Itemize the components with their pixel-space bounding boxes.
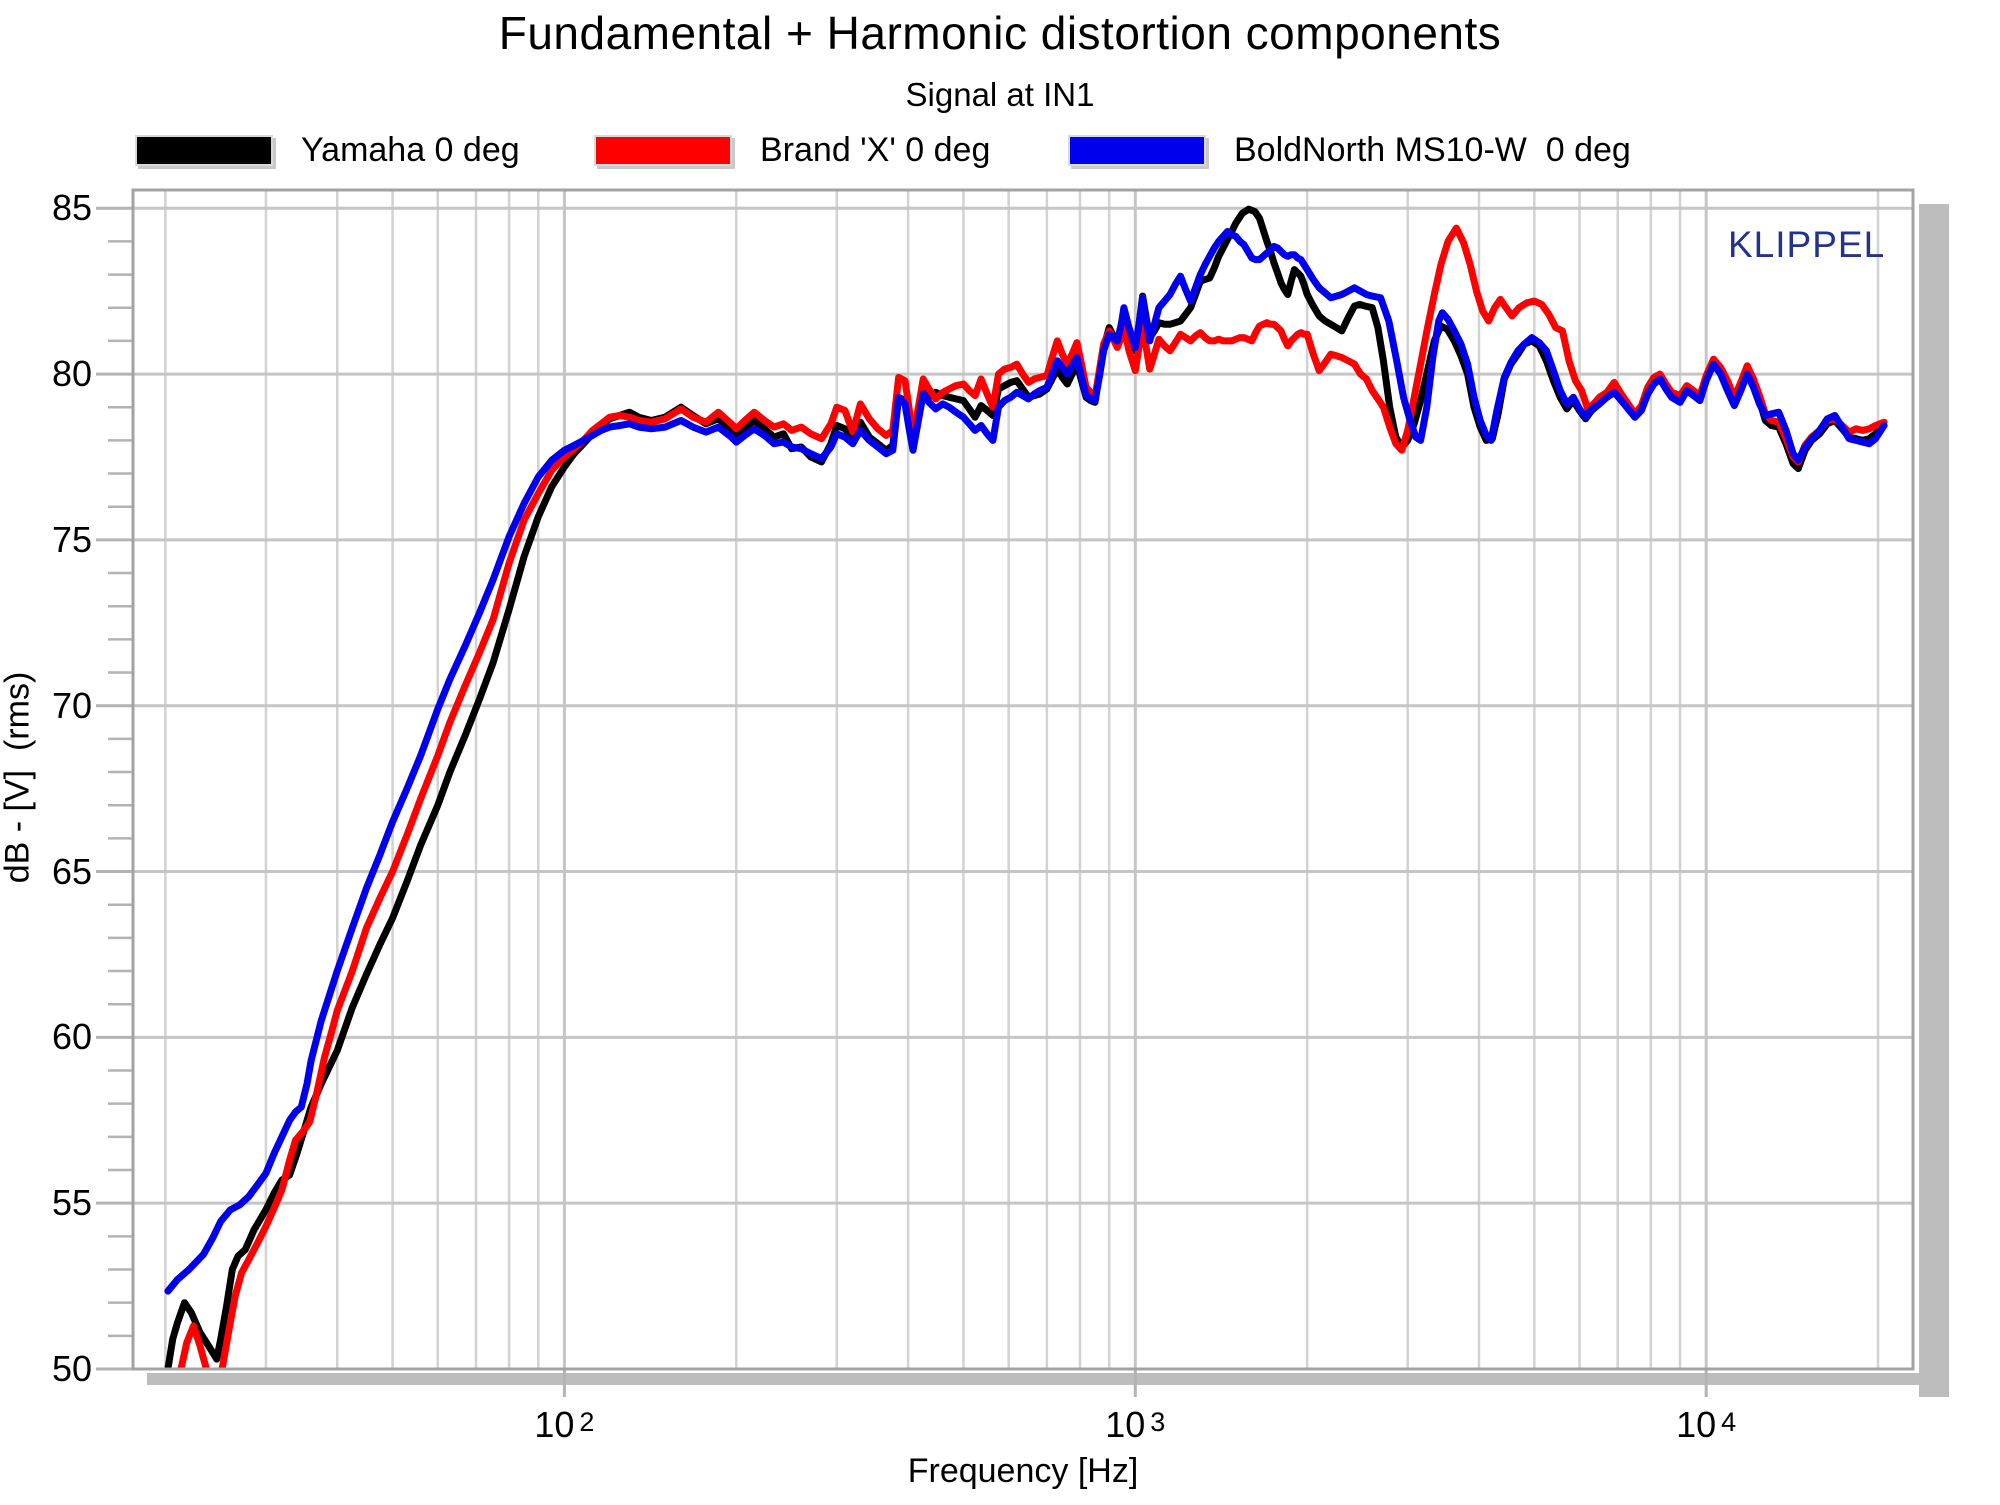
curve-boldnorth xyxy=(164,228,1888,1295)
plot-shadow-right xyxy=(1919,204,1949,1397)
legend-item-brand-x: Brand 'X' 0 deg xyxy=(594,128,990,172)
axis-ticks xyxy=(96,206,1708,1397)
y-tick-label: 80 xyxy=(51,353,92,395)
y-tick-label: 50 xyxy=(51,1348,92,1389)
y-axis-title: dB - [V] (rms) xyxy=(0,671,37,884)
x-tick-label: 10 4 xyxy=(1676,1404,1737,1445)
y-tick-label: 85 xyxy=(51,187,92,229)
legend-swatch-yamaha xyxy=(135,134,273,166)
y-tick-label: 55 xyxy=(51,1182,92,1224)
plot-border xyxy=(131,188,1915,1371)
legend-label-brand-x: Brand 'X' 0 deg xyxy=(760,130,991,169)
y-tick-label: 65 xyxy=(51,850,92,892)
y-tick-label: 70 xyxy=(51,684,92,726)
chart-subtitle: Signal at IN1 xyxy=(905,76,1095,113)
y-tick-label: 75 xyxy=(51,518,92,560)
legend-swatch-boldnorth xyxy=(1068,134,1206,166)
legend: Yamaha 0 deg Brand 'X' 0 deg BoldNorth M… xyxy=(0,128,2000,172)
x-axis-title: Frequency [Hz] xyxy=(907,1452,1139,1490)
chart-title: Fundamental + Harmonic distortion compon… xyxy=(498,7,1502,59)
plot-shadow-bottom xyxy=(147,1373,1949,1385)
y-tick-label: 60 xyxy=(51,1016,92,1058)
x-tick-label: 10 2 xyxy=(534,1404,595,1445)
legend-swatch-brand-x xyxy=(594,134,732,166)
legend-label-boldnorth: BoldNorth MS10-W 0 deg xyxy=(1234,130,1631,169)
legend-item-boldnorth: BoldNorth MS10-W 0 deg xyxy=(1068,128,1631,172)
klippel-watermark: KLIPPEL xyxy=(1728,224,1886,265)
legend-label-yamaha: Yamaha 0 deg xyxy=(301,130,520,169)
x-tick-label: 10 3 xyxy=(1105,1404,1166,1445)
plot-background xyxy=(133,190,1913,1369)
legend-item-yamaha: Yamaha 0 deg xyxy=(135,128,520,172)
